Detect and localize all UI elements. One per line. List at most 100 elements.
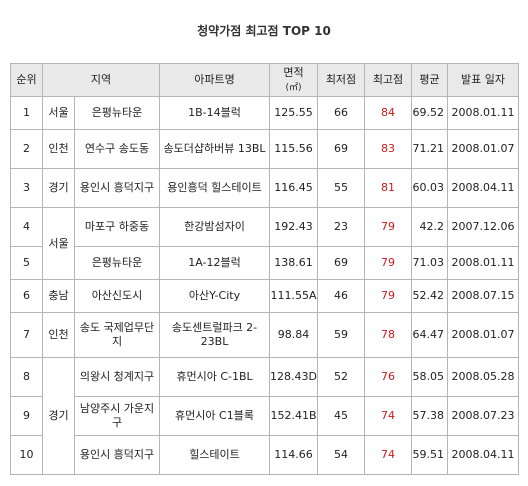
cell-apartment: 한강밤섬자이 — [159, 207, 270, 247]
header-area: 면적 (㎡) — [269, 63, 318, 97]
header-max: 최고점 — [364, 63, 412, 97]
cell-rank: 4 — [10, 207, 43, 247]
cell-district: 용인시 흥덕지구 — [74, 168, 160, 208]
cell-avg: 59.51 — [411, 435, 448, 475]
cell-max: 79 — [364, 207, 412, 247]
cell-rank: 5 — [10, 246, 43, 280]
table-row: 4 서울 마포구 하중동 한강밤섬자이 192.43 23 79 42.2 20… — [10, 207, 519, 280]
header-row: 순위 지역 아파트명 면적 (㎡) 최저점 최고점 평균 발표 일자 — [10, 63, 519, 97]
cell-date: 2008.01.07 — [447, 129, 519, 169]
cell-apartment: 송도더샵하버뷰 13BL — [159, 129, 270, 169]
cell-max: 81 — [364, 168, 412, 208]
cell-region: 충남 — [42, 279, 75, 313]
cell-avg: 64.47 — [411, 312, 448, 358]
table-row: 10 용인시 흥덕지구 힐스테이트 114.66 54 74 59.51 200… — [10, 435, 519, 475]
cell-max: 79 — [364, 279, 412, 313]
cell-date: 2008.01.11 — [447, 246, 519, 280]
table-row: 5 은평뉴타운 1A-12블럭 138.61 69 79 71.03 2008.… — [10, 246, 519, 280]
cell-max: 83 — [364, 129, 412, 169]
cell-area: 98.84 — [269, 312, 318, 358]
cell-rank: 7 — [10, 312, 43, 358]
cell-district: 연수구 송도동 — [74, 129, 160, 169]
cell-apartment: 휴먼시아 C-1BL — [159, 357, 270, 397]
cell-rank: 1 — [10, 96, 43, 130]
cell-min: 46 — [317, 279, 365, 313]
cell-region: 경기 — [42, 168, 75, 208]
header-area-label: 면적 — [283, 65, 304, 79]
cell-area: 128.43D — [269, 357, 318, 397]
cell-apartment: 용인흥덕 힐스테이트 — [159, 168, 270, 208]
cell-district: 은평뉴타운 — [74, 246, 160, 280]
cell-region: 경기 — [42, 357, 75, 475]
cell-rank: 9 — [10, 396, 43, 436]
header-min: 최저점 — [317, 63, 365, 97]
cell-region: 서울 — [42, 207, 75, 280]
table-row: 1 서울 은평뉴타운 1B-14블럭 125.55 66 84 69.52 20… — [10, 96, 519, 130]
cell-min: 69 — [317, 246, 365, 280]
cell-rank: 2 — [10, 129, 43, 169]
cell-min: 45 — [317, 396, 365, 436]
cell-area: 114.66 — [269, 435, 318, 475]
cell-area: 192.43 — [269, 207, 318, 247]
cell-avg: 60.03 — [411, 168, 448, 208]
table-row: 9 남양주시 가운지구 휴먼시아 C1블록 152.41B 45 74 57.3… — [10, 396, 519, 436]
cell-district: 아산신도시 — [74, 279, 160, 313]
cell-apartment: 송도센트럴파크 2-23BL — [159, 312, 270, 358]
table-row: 6 충남 아산신도시 아산Y-City 111.55A 46 79 52.42 … — [10, 279, 519, 313]
cell-min: 69 — [317, 129, 365, 169]
cell-max: 76 — [364, 357, 412, 397]
cell-avg: 71.03 — [411, 246, 448, 280]
cell-date: 2007.12.06 — [447, 207, 519, 247]
header-area-unit: (㎡) — [285, 82, 302, 93]
cell-avg: 71.21 — [411, 129, 448, 169]
table-row: 8 경기 의왕시 청계지구 휴먼시아 C-1BL 128.43D 52 76 5… — [10, 357, 519, 475]
cell-date: 2008.01.11 — [447, 96, 519, 130]
cell-rank: 10 — [10, 435, 43, 475]
cell-district: 의왕시 청계지구 — [74, 357, 160, 397]
cell-max: 78 — [364, 312, 412, 358]
cell-apartment: 1B-14블럭 — [159, 96, 270, 130]
header-date: 발표 일자 — [447, 63, 519, 97]
cell-avg: 42.2 — [411, 207, 448, 247]
cell-max: 79 — [364, 246, 412, 280]
header-rank: 순위 — [10, 63, 43, 97]
cell-avg: 52.42 — [411, 279, 448, 313]
header-avg: 평균 — [411, 63, 448, 97]
cell-min: 54 — [317, 435, 365, 475]
cell-date: 2008.05.28 — [447, 357, 519, 397]
cell-area: 111.55A — [269, 279, 318, 313]
cell-avg: 58.05 — [411, 357, 448, 397]
cell-date: 2008.01.07 — [447, 312, 519, 358]
table-title: 청약가점 최고점 TOP 10 — [197, 24, 331, 38]
table-row: 3 경기 용인시 흥덕지구 용인흥덕 힐스테이트 116.45 55 81 60… — [10, 168, 519, 208]
cell-apartment: 아산Y-City — [159, 279, 270, 313]
cell-area: 116.45 — [269, 168, 318, 208]
cell-min: 59 — [317, 312, 365, 358]
header-apartment: 아파트명 — [159, 63, 270, 97]
cell-date: 2008.04.11 — [447, 168, 519, 208]
cell-rank: 3 — [10, 168, 43, 208]
cell-max: 74 — [364, 435, 412, 475]
cell-region: 서울 — [42, 96, 75, 130]
cell-region: 인천 — [42, 129, 75, 169]
table-row: 2 인천 연수구 송도동 송도더샵하버뷰 13BL 115.56 69 83 7… — [10, 129, 519, 169]
cell-max: 84 — [364, 96, 412, 130]
cell-min: 52 — [317, 357, 365, 397]
table-row: 7 인천 송도 국제업무단지 송도센트럴파크 2-23BL 98.84 59 7… — [10, 312, 519, 358]
cell-apartment: 힐스테이트 — [159, 435, 270, 475]
cell-area: 115.56 — [269, 129, 318, 169]
cell-district: 남양주시 가운지구 — [74, 396, 160, 436]
cell-area: 152.41B — [269, 396, 318, 436]
cell-rank: 6 — [10, 279, 43, 313]
cell-date: 2008.04.11 — [447, 435, 519, 475]
cell-district: 마포구 하중동 — [74, 207, 160, 247]
cell-apartment: 1A-12블럭 — [159, 246, 270, 280]
cell-date: 2008.07.15 — [447, 279, 519, 313]
cell-region: 인천 — [42, 312, 75, 358]
cell-avg: 69.52 — [411, 96, 448, 130]
header-region: 지역 — [42, 63, 160, 97]
cell-area: 138.61 — [269, 246, 318, 280]
ranking-table: 순위 지역 아파트명 면적 (㎡) 최저점 최고점 평균 발표 일자 1 서울 은… — [10, 63, 519, 475]
cell-district: 용인시 흥덕지구 — [74, 435, 160, 475]
cell-area: 125.55 — [269, 96, 318, 130]
